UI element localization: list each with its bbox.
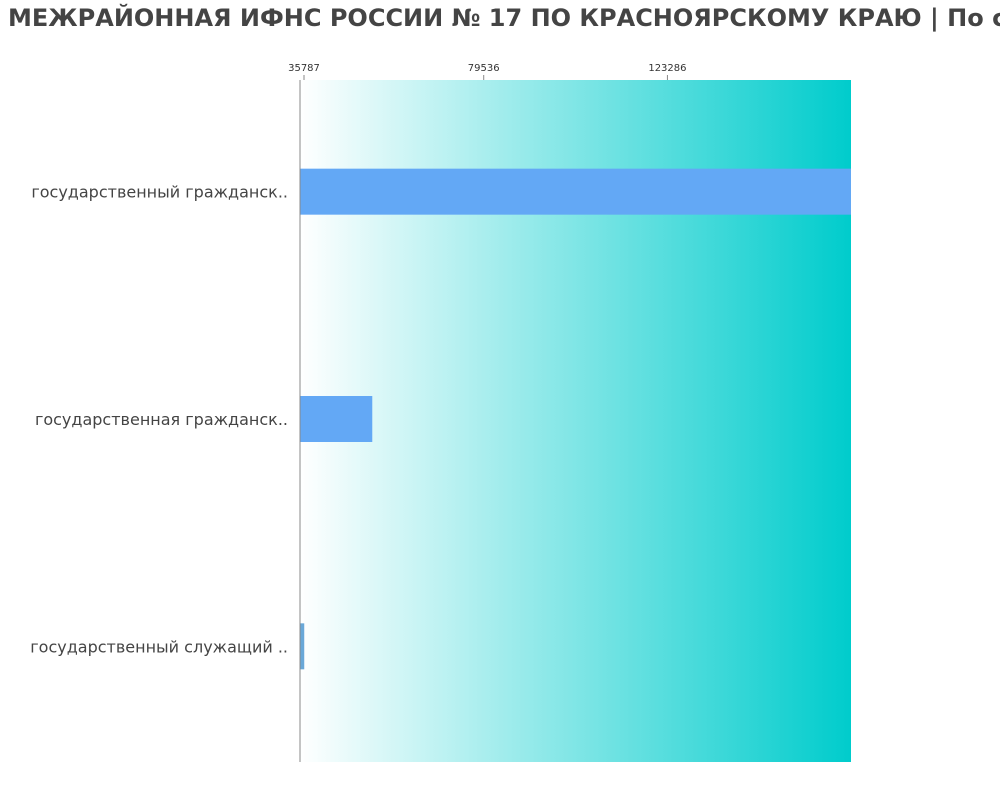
category-label: государственная гражданск.. xyxy=(35,410,288,429)
x-tick-label: 35787 xyxy=(288,63,320,74)
category-label: государственный служащий .. xyxy=(30,637,288,656)
bar xyxy=(300,168,851,215)
bar xyxy=(300,623,305,670)
chart-title: МЕЖРАЙОННАЯ ИФНС РОССИИ № 17 ПО КРАСНОЯР… xyxy=(8,4,1000,32)
x-tick-label: 79536 xyxy=(468,63,500,74)
bar xyxy=(300,396,373,442)
category-label: государственный гражданск.. xyxy=(31,183,288,202)
x-tick-label: 123286 xyxy=(648,63,686,74)
